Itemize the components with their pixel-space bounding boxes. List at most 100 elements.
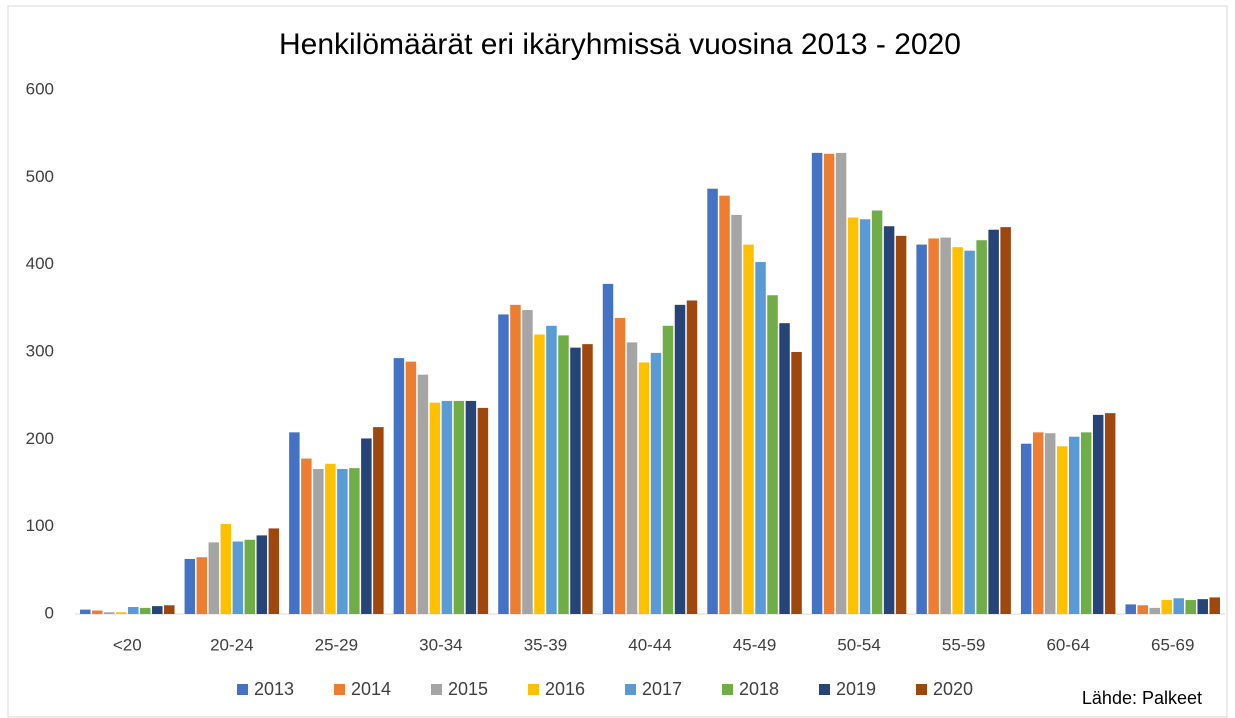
bar (662, 325, 674, 614)
bar (767, 295, 778, 614)
legend-label: 2018 (739, 679, 779, 699)
x-tick-label: 25-29 (315, 635, 358, 654)
legend-label: 2020 (933, 679, 973, 699)
bar (208, 542, 220, 614)
x-tick-label: 60-64 (1046, 635, 1089, 654)
bar (650, 352, 662, 614)
bar (152, 606, 163, 614)
bar (510, 304, 521, 614)
bar (80, 609, 91, 614)
bar (847, 217, 859, 615)
bar (883, 226, 895, 615)
bar (859, 219, 871, 614)
bar (952, 247, 963, 614)
bar (313, 469, 324, 614)
bar (289, 432, 300, 614)
legend-label: 2013 (254, 679, 294, 699)
bar (1197, 599, 1208, 614)
bar (558, 335, 569, 614)
bar (1092, 414, 1104, 614)
bar (811, 152, 823, 614)
bar (731, 214, 742, 615)
bar (220, 524, 232, 614)
x-tick-label: 35-39 (524, 635, 567, 654)
bar (779, 323, 790, 614)
bar (582, 344, 593, 614)
bar (196, 557, 208, 614)
bar (164, 605, 175, 614)
bar (1149, 607, 1160, 614)
bar (184, 558, 196, 614)
bar (92, 610, 103, 614)
bar (337, 469, 348, 614)
bar (707, 188, 718, 615)
legend-swatch (237, 684, 248, 695)
y-tick-label: 100 (26, 516, 54, 535)
legend-swatch (916, 684, 927, 695)
bar (256, 535, 268, 614)
legend-swatch (431, 684, 442, 695)
bar (755, 262, 766, 614)
bar (1173, 598, 1184, 614)
bar (477, 407, 489, 614)
bar (140, 607, 151, 614)
bar (325, 463, 336, 614)
bar (417, 374, 429, 614)
bar (1125, 604, 1136, 614)
source-note: Lähde: Palkeet (1082, 688, 1202, 708)
bar (570, 347, 581, 614)
x-tick-label: 20-24 (210, 635, 253, 654)
bar (791, 352, 802, 614)
legend-swatch (819, 684, 830, 695)
x-tick-label: 65-69 (1151, 635, 1194, 654)
bar (1068, 436, 1080, 614)
x-tick-label: 40-44 (628, 635, 671, 654)
bar (1209, 597, 1220, 614)
bar (453, 400, 465, 614)
legend-label: 2017 (642, 679, 682, 699)
bar (964, 250, 975, 614)
x-tick-label: 55-59 (942, 635, 985, 654)
bar (719, 195, 730, 614)
bar (686, 300, 698, 614)
bar (268, 528, 280, 614)
x-tick-label: 50-54 (837, 635, 880, 654)
bar (349, 468, 360, 614)
bar (823, 153, 835, 614)
bar (441, 400, 453, 614)
bar (602, 283, 614, 614)
y-tick-label: 500 (26, 167, 54, 186)
bar (244, 539, 256, 614)
bar (626, 342, 638, 614)
bar (940, 237, 951, 615)
bar (1137, 605, 1148, 614)
bar (104, 612, 115, 614)
bar (988, 229, 999, 614)
chart-title: Henkilömäärät eri ikäryhmissä vuosina 20… (279, 28, 961, 61)
bar (976, 240, 987, 615)
bar (1185, 600, 1196, 614)
y-tick-label: 300 (26, 341, 54, 360)
bar (498, 314, 509, 614)
bar (393, 358, 405, 614)
bar (128, 607, 139, 614)
bar (116, 612, 127, 614)
x-tick-label: 30-34 (419, 635, 462, 654)
bar (928, 238, 939, 614)
bar (1044, 433, 1056, 614)
y-tick-label: 200 (26, 429, 54, 448)
bar (1104, 413, 1116, 614)
bar (1056, 446, 1068, 614)
y-tick-label: 0 (45, 603, 54, 622)
bar (465, 400, 477, 614)
bar (1020, 443, 1032, 614)
y-tick-label: 600 (26, 79, 54, 98)
bar (301, 458, 312, 614)
bar (1000, 227, 1011, 614)
bar (373, 427, 384, 614)
bar (1161, 600, 1172, 614)
legend-label: 2014 (351, 679, 391, 699)
legend-label: 2019 (836, 679, 876, 699)
bar (1032, 432, 1044, 614)
x-tick-label: 45-49 (733, 635, 776, 654)
